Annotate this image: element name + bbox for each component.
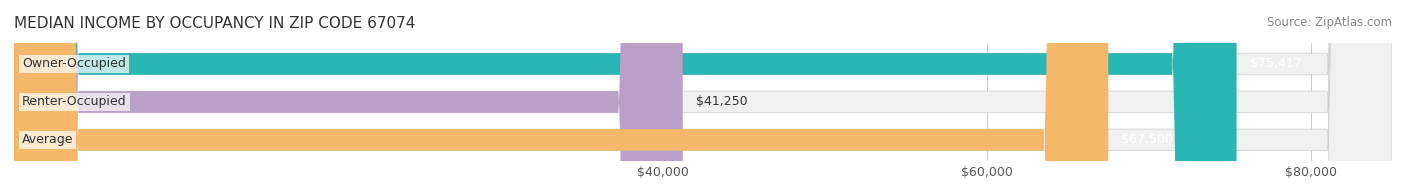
Text: $41,250: $41,250 — [696, 95, 748, 108]
FancyBboxPatch shape — [14, 0, 1392, 196]
Text: $75,417: $75,417 — [1250, 57, 1302, 71]
Text: Owner-Occupied: Owner-Occupied — [22, 57, 127, 71]
FancyBboxPatch shape — [14, 0, 1237, 196]
FancyBboxPatch shape — [14, 0, 1392, 196]
FancyBboxPatch shape — [14, 0, 1108, 196]
Text: Average: Average — [22, 133, 73, 146]
Text: Source: ZipAtlas.com: Source: ZipAtlas.com — [1267, 16, 1392, 29]
FancyBboxPatch shape — [14, 0, 1392, 196]
Text: MEDIAN INCOME BY OCCUPANCY IN ZIP CODE 67074: MEDIAN INCOME BY OCCUPANCY IN ZIP CODE 6… — [14, 16, 415, 31]
Text: $67,500: $67,500 — [1121, 133, 1173, 146]
Text: Renter-Occupied: Renter-Occupied — [22, 95, 127, 108]
FancyBboxPatch shape — [14, 0, 683, 196]
